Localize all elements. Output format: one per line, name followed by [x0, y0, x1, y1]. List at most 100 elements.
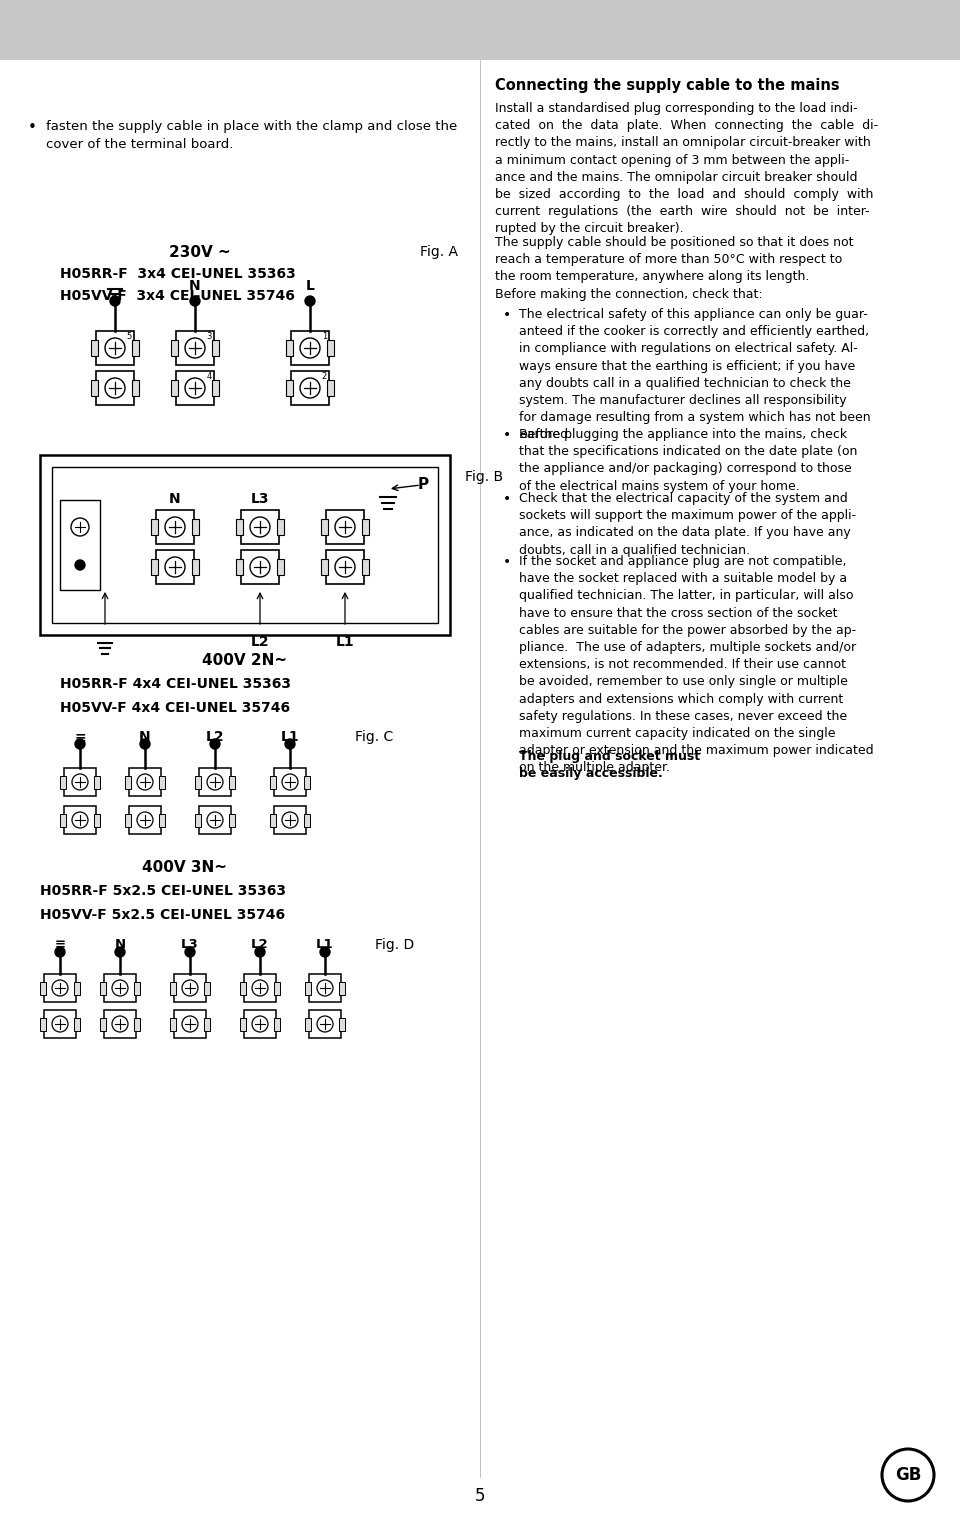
- Circle shape: [335, 517, 355, 537]
- Bar: [129, 768, 161, 796]
- Bar: [159, 775, 165, 789]
- Bar: [326, 510, 364, 545]
- Text: •: •: [503, 492, 512, 507]
- Text: H05VV-F 5x2.5 CEI-UNEL 35746: H05VV-F 5x2.5 CEI-UNEL 35746: [40, 909, 285, 922]
- Circle shape: [182, 980, 198, 997]
- Bar: [270, 813, 276, 827]
- Text: fasten the supply cable in place with the clamp and close the
cover of the termi: fasten the supply cable in place with th…: [46, 120, 457, 152]
- Bar: [151, 519, 158, 536]
- Circle shape: [112, 1016, 128, 1032]
- Circle shape: [300, 338, 320, 358]
- Text: Install a standardised plug corresponding to the load indi-
cated  on  the  data: Install a standardised plug correspondin…: [495, 102, 878, 235]
- Bar: [240, 1018, 246, 1030]
- Circle shape: [250, 557, 270, 576]
- Text: The electrical safety of this appliance can only be guar-
anteed if the cooker i: The electrical safety of this appliance …: [519, 308, 871, 441]
- Bar: [229, 775, 235, 789]
- Circle shape: [190, 296, 200, 306]
- Circle shape: [185, 338, 205, 358]
- Bar: [204, 1018, 210, 1030]
- Text: Fig. D: Fig. D: [375, 938, 415, 953]
- Circle shape: [282, 774, 298, 790]
- Circle shape: [210, 739, 220, 749]
- Bar: [229, 813, 235, 827]
- Bar: [195, 813, 201, 827]
- Circle shape: [255, 947, 265, 957]
- Bar: [170, 981, 176, 995]
- Bar: [195, 775, 201, 789]
- Circle shape: [305, 296, 315, 306]
- Text: If the socket and appliance plug are not compatible,
have the socket replaced wi: If the socket and appliance plug are not…: [519, 555, 874, 774]
- Text: L: L: [305, 279, 315, 293]
- Bar: [339, 981, 345, 995]
- Circle shape: [335, 557, 355, 576]
- Bar: [305, 981, 311, 995]
- Bar: [40, 455, 450, 636]
- Text: L2: L2: [205, 730, 225, 743]
- Bar: [274, 981, 280, 995]
- Bar: [362, 519, 369, 536]
- Bar: [171, 379, 178, 396]
- Bar: [134, 981, 140, 995]
- Text: •: •: [503, 555, 512, 569]
- Circle shape: [317, 1016, 333, 1032]
- Text: ≡: ≡: [55, 938, 65, 951]
- Circle shape: [72, 774, 88, 790]
- Text: H05VV-F  3x4 CEI-UNEL 35746: H05VV-F 3x4 CEI-UNEL 35746: [60, 290, 295, 303]
- Bar: [240, 981, 246, 995]
- Circle shape: [115, 947, 125, 957]
- Bar: [174, 1010, 206, 1038]
- Circle shape: [282, 812, 298, 828]
- Circle shape: [250, 517, 270, 537]
- Circle shape: [285, 739, 295, 749]
- Circle shape: [137, 774, 153, 790]
- Bar: [156, 551, 194, 584]
- Text: •: •: [503, 308, 512, 322]
- Bar: [159, 813, 165, 827]
- Bar: [199, 768, 231, 796]
- Bar: [170, 1018, 176, 1030]
- Bar: [286, 340, 293, 356]
- Circle shape: [165, 557, 185, 576]
- Circle shape: [52, 980, 68, 997]
- Text: 1: 1: [322, 332, 327, 341]
- Text: Before making the connection, check that:: Before making the connection, check that…: [495, 288, 762, 300]
- Text: L2: L2: [251, 636, 270, 649]
- Bar: [277, 519, 284, 536]
- Bar: [327, 379, 334, 396]
- Circle shape: [137, 812, 153, 828]
- Bar: [204, 981, 210, 995]
- Text: H05RR-F  3x4 CEI-UNEL 35363: H05RR-F 3x4 CEI-UNEL 35363: [60, 267, 296, 281]
- Bar: [96, 331, 134, 366]
- Text: Check that the electrical capacity of the system and
sockets will support the ma: Check that the electrical capacity of th…: [519, 492, 856, 557]
- Bar: [286, 379, 293, 396]
- Bar: [326, 551, 364, 584]
- Bar: [304, 775, 310, 789]
- Text: N: N: [189, 279, 201, 293]
- Text: ≡: ≡: [74, 730, 85, 743]
- Text: H05RR-F 5x2.5 CEI-UNEL 35363: H05RR-F 5x2.5 CEI-UNEL 35363: [40, 884, 286, 898]
- Bar: [339, 1018, 345, 1030]
- Text: N: N: [169, 492, 180, 507]
- Bar: [212, 379, 219, 396]
- Text: L1: L1: [336, 636, 354, 649]
- Bar: [327, 340, 334, 356]
- Bar: [74, 1018, 80, 1030]
- Text: L2: L2: [252, 938, 269, 951]
- Circle shape: [105, 338, 125, 358]
- Bar: [44, 1010, 76, 1038]
- Text: N: N: [139, 730, 151, 743]
- Circle shape: [882, 1449, 934, 1500]
- Circle shape: [112, 980, 128, 997]
- Bar: [104, 1010, 136, 1038]
- Bar: [174, 974, 206, 1003]
- Bar: [199, 806, 231, 834]
- Text: H05RR-F 4x4 CEI-UNEL 35363: H05RR-F 4x4 CEI-UNEL 35363: [60, 677, 291, 692]
- Text: 5: 5: [475, 1487, 485, 1505]
- Circle shape: [185, 947, 195, 957]
- Bar: [291, 331, 329, 366]
- Bar: [309, 974, 341, 1003]
- Circle shape: [320, 947, 330, 957]
- Bar: [304, 813, 310, 827]
- Bar: [192, 519, 199, 536]
- Circle shape: [75, 560, 85, 570]
